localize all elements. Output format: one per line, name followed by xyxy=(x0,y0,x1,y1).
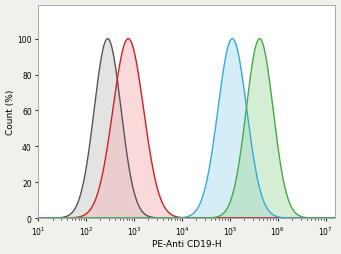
X-axis label: PE-Anti CD19-H: PE-Anti CD19-H xyxy=(152,240,222,248)
Y-axis label: Count (%): Count (%) xyxy=(5,89,15,134)
